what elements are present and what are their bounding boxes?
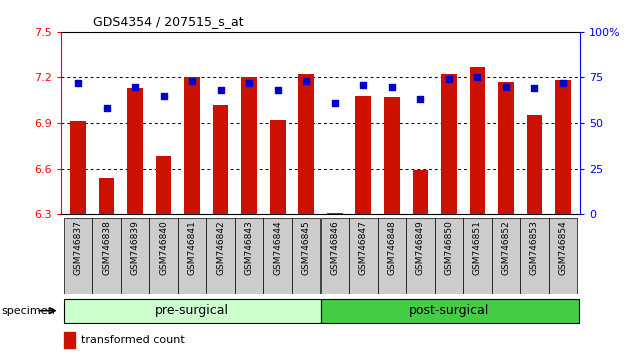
Text: GDS4354 / 207515_s_at: GDS4354 / 207515_s_at [93, 15, 244, 28]
Bar [378, 218, 406, 294]
Point [329, 100, 340, 106]
Bar [492, 218, 520, 294]
Bar [549, 218, 578, 294]
Bar [349, 218, 378, 294]
Point [415, 97, 426, 102]
Point [158, 93, 169, 98]
Text: pre-surgical: pre-surgical [155, 304, 229, 317]
Bar [270, 120, 285, 214]
Text: GSM746847: GSM746847 [359, 220, 368, 275]
Text: GSM746852: GSM746852 [501, 220, 510, 275]
Text: GSM746840: GSM746840 [159, 220, 168, 275]
Bar [70, 121, 86, 214]
Point [130, 84, 140, 90]
Bar [92, 218, 121, 294]
Bar [149, 218, 178, 294]
Bar [121, 218, 149, 294]
Bar [435, 218, 463, 294]
Text: GSM746841: GSM746841 [188, 220, 197, 275]
Point [272, 87, 283, 93]
Text: GSM746842: GSM746842 [216, 220, 225, 275]
Bar [213, 105, 228, 214]
Bar [520, 218, 549, 294]
Text: GSM746839: GSM746839 [131, 220, 140, 275]
Bar [263, 218, 292, 294]
Point [358, 82, 369, 87]
Point [187, 78, 197, 84]
Point [101, 105, 112, 111]
Text: GSM746838: GSM746838 [102, 220, 111, 275]
Point [472, 75, 483, 80]
Bar [327, 213, 342, 214]
Bar [63, 218, 92, 294]
Point [244, 80, 254, 86]
Bar [463, 218, 492, 294]
Point [73, 80, 83, 86]
Text: GSM746846: GSM746846 [330, 220, 339, 275]
Bar [63, 332, 75, 348]
Text: GSM746845: GSM746845 [302, 220, 311, 275]
Point [444, 76, 454, 82]
Text: GSM746850: GSM746850 [444, 220, 453, 275]
Point [215, 87, 226, 93]
Bar [178, 218, 206, 294]
Text: post-surgical: post-surgical [409, 304, 489, 317]
Bar [184, 78, 200, 214]
Text: GSM746848: GSM746848 [387, 220, 396, 275]
Bar [127, 88, 143, 214]
Point [501, 84, 511, 90]
Bar [356, 96, 371, 214]
Text: GSM746849: GSM746849 [416, 220, 425, 275]
Bar [156, 156, 171, 214]
Text: GSM746837: GSM746837 [74, 220, 83, 275]
Text: GSM746844: GSM746844 [273, 220, 282, 275]
Text: transformed count: transformed count [81, 335, 185, 346]
Text: GSM746851: GSM746851 [473, 220, 482, 275]
Bar [413, 170, 428, 214]
Bar [441, 74, 457, 214]
Text: GSM746853: GSM746853 [530, 220, 539, 275]
Point [529, 86, 540, 91]
Bar [206, 218, 235, 294]
Point [301, 78, 312, 84]
Bar [320, 218, 349, 294]
Bar [99, 178, 114, 214]
Text: specimen: specimen [1, 306, 55, 316]
Bar [241, 78, 257, 214]
Bar [235, 218, 263, 294]
Bar [470, 67, 485, 214]
Bar [292, 218, 320, 294]
Bar [406, 218, 435, 294]
Point [558, 80, 568, 86]
Bar [63, 299, 320, 322]
Bar [498, 82, 514, 214]
Point [387, 84, 397, 90]
Text: GSM746854: GSM746854 [558, 220, 567, 275]
Bar [299, 74, 314, 214]
Bar [384, 97, 400, 214]
Bar [555, 80, 571, 214]
Bar [320, 299, 579, 322]
Text: GSM746843: GSM746843 [245, 220, 254, 275]
Bar [527, 115, 542, 214]
